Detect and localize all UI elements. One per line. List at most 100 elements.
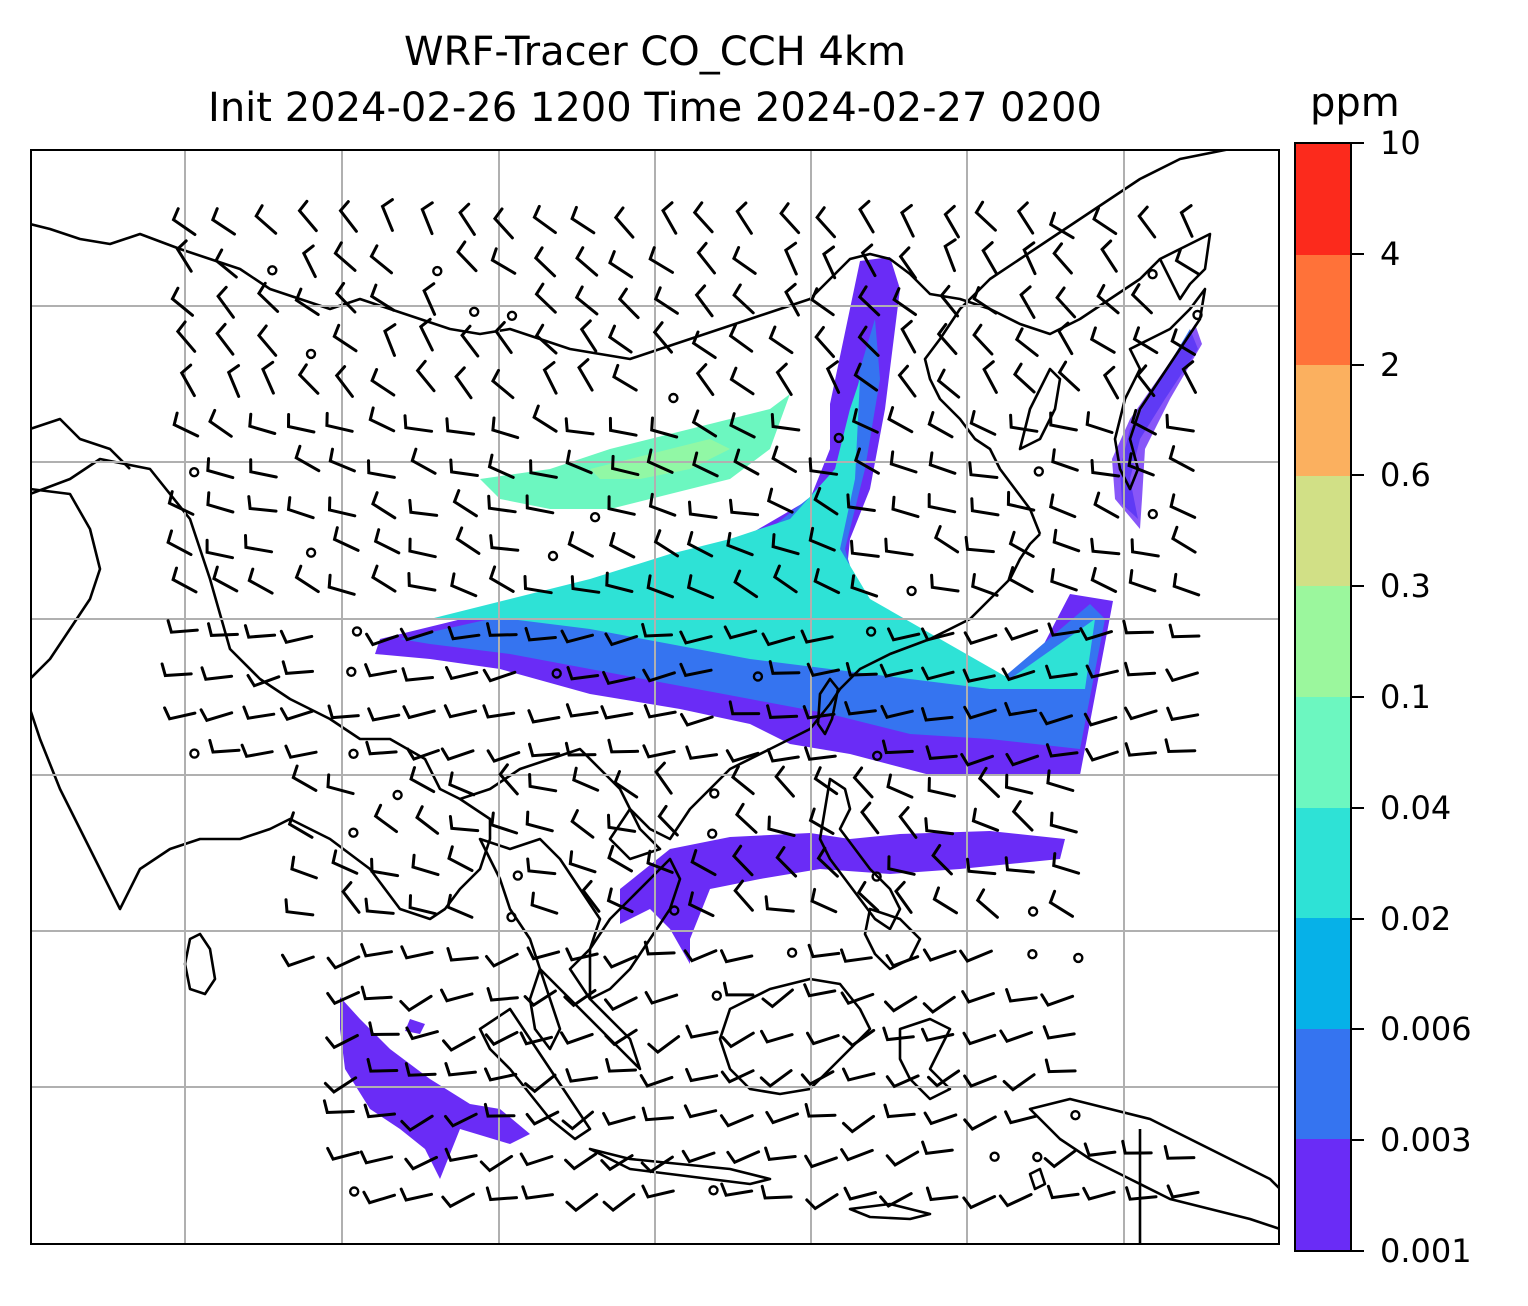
calm-wind-circle bbox=[711, 990, 722, 1001]
wind-barb bbox=[1052, 852, 1081, 875]
wind-barb bbox=[612, 363, 638, 392]
coastline-sulawesi bbox=[898, 1017, 952, 1101]
wind-barb bbox=[602, 1193, 636, 1213]
wind-barb bbox=[886, 773, 914, 799]
coastline-taiwan bbox=[816, 677, 840, 736]
wind-barb bbox=[897, 364, 917, 398]
coastline-japan-north bbox=[1158, 232, 1212, 301]
coastline-southeast-asia bbox=[459, 533, 1041, 841]
wind-barb bbox=[653, 286, 679, 315]
wind-barb bbox=[604, 996, 638, 1012]
wind-barb bbox=[733, 448, 760, 476]
wind-barb bbox=[334, 365, 354, 398]
wind-barb bbox=[925, 745, 958, 760]
colorbar-segment bbox=[1296, 144, 1350, 255]
wind-barb bbox=[1004, 627, 1039, 641]
wind-barb bbox=[407, 572, 437, 592]
wind-barb bbox=[765, 1110, 799, 1125]
wind-barb bbox=[524, 626, 557, 642]
wind-barb bbox=[642, 744, 676, 759]
wind-barb bbox=[575, 246, 599, 277]
wind-barb bbox=[963, 705, 997, 720]
wind-barb bbox=[1083, 1142, 1117, 1157]
wind-barb bbox=[383, 323, 397, 357]
wind-barb bbox=[325, 411, 354, 433]
wind-barb bbox=[683, 949, 718, 963]
calm-wind-circle bbox=[833, 432, 844, 444]
wind-barb bbox=[602, 670, 636, 686]
wind-barb bbox=[1046, 1184, 1080, 1200]
coastline-china-east bbox=[923, 149, 1231, 535]
wind-barb bbox=[892, 287, 917, 316]
wind-barb bbox=[807, 943, 841, 959]
colorbar-tick bbox=[1352, 252, 1364, 255]
wind-barb bbox=[297, 199, 318, 233]
wind-barb bbox=[210, 207, 236, 236]
wind-barb bbox=[850, 539, 880, 558]
wind-barb bbox=[1089, 326, 1116, 354]
wind-barb bbox=[806, 1031, 840, 1046]
wind-barb bbox=[723, 625, 758, 640]
calm-wind-circle bbox=[1147, 508, 1159, 520]
plume-south bbox=[620, 831, 1065, 964]
wind-barb bbox=[766, 704, 799, 719]
wind-barb bbox=[364, 663, 398, 678]
wind-barb bbox=[822, 245, 837, 280]
wind-barb bbox=[240, 743, 274, 758]
wind-barb bbox=[574, 285, 599, 316]
wind-barb bbox=[825, 360, 841, 394]
wind-barb bbox=[729, 366, 755, 396]
wind-barb bbox=[808, 457, 839, 476]
wind-barb bbox=[332, 323, 358, 353]
wind-barb bbox=[686, 574, 715, 599]
calm-wind-circle bbox=[871, 871, 882, 882]
wind-barb bbox=[284, 744, 318, 759]
wind-barb bbox=[921, 1140, 954, 1156]
wind-barb bbox=[171, 207, 197, 236]
wind-barb bbox=[200, 666, 234, 681]
wind-barb bbox=[333, 241, 357, 272]
colorbar-tick-label: 0.02 bbox=[1380, 899, 1452, 938]
wind-barb bbox=[685, 1024, 719, 1039]
wind-barb bbox=[605, 571, 634, 593]
wind-barb bbox=[889, 450, 918, 474]
wind-barb bbox=[608, 532, 636, 559]
wind-barb bbox=[925, 1186, 959, 1202]
calm-wind-circle bbox=[1032, 1151, 1043, 1163]
wind-barb bbox=[261, 360, 275, 395]
wind-barb bbox=[735, 201, 753, 235]
wind-barb bbox=[567, 531, 594, 558]
wind-barb bbox=[779, 202, 801, 235]
wind-barb bbox=[566, 666, 600, 681]
wind-barb bbox=[371, 564, 397, 593]
wind-barb bbox=[813, 486, 839, 516]
wind-barb bbox=[404, 1155, 438, 1171]
wind-barb bbox=[446, 893, 474, 919]
wind-barb bbox=[771, 445, 797, 473]
calm-wind-circle bbox=[1033, 466, 1044, 477]
wind-barb bbox=[570, 575, 601, 594]
wind-barb bbox=[884, 537, 914, 557]
wind-barb bbox=[1052, 242, 1073, 275]
calm-wind-circle bbox=[547, 550, 559, 562]
wind-barb bbox=[930, 573, 960, 593]
wind-barb bbox=[326, 773, 355, 796]
wind-barb bbox=[1047, 622, 1081, 637]
wind-barb bbox=[479, 1154, 514, 1173]
wind-barb bbox=[294, 444, 321, 473]
wind-barb bbox=[860, 801, 880, 835]
wind-barb bbox=[359, 1150, 394, 1165]
coastline-timor bbox=[848, 1202, 932, 1221]
wind-barb bbox=[534, 282, 557, 314]
calm-wind-circle bbox=[349, 1186, 360, 1197]
colorbar-tick bbox=[1352, 474, 1364, 477]
wind-barb bbox=[691, 330, 717, 359]
wind-barb bbox=[565, 1193, 599, 1213]
wind-barb bbox=[254, 204, 278, 235]
wind-barb bbox=[527, 709, 561, 724]
wind-barb bbox=[1004, 701, 1038, 717]
wind-barb bbox=[857, 325, 880, 357]
wind-barb bbox=[887, 627, 921, 642]
colorbar-segment bbox=[1296, 1028, 1350, 1140]
wind-barb bbox=[783, 241, 798, 276]
